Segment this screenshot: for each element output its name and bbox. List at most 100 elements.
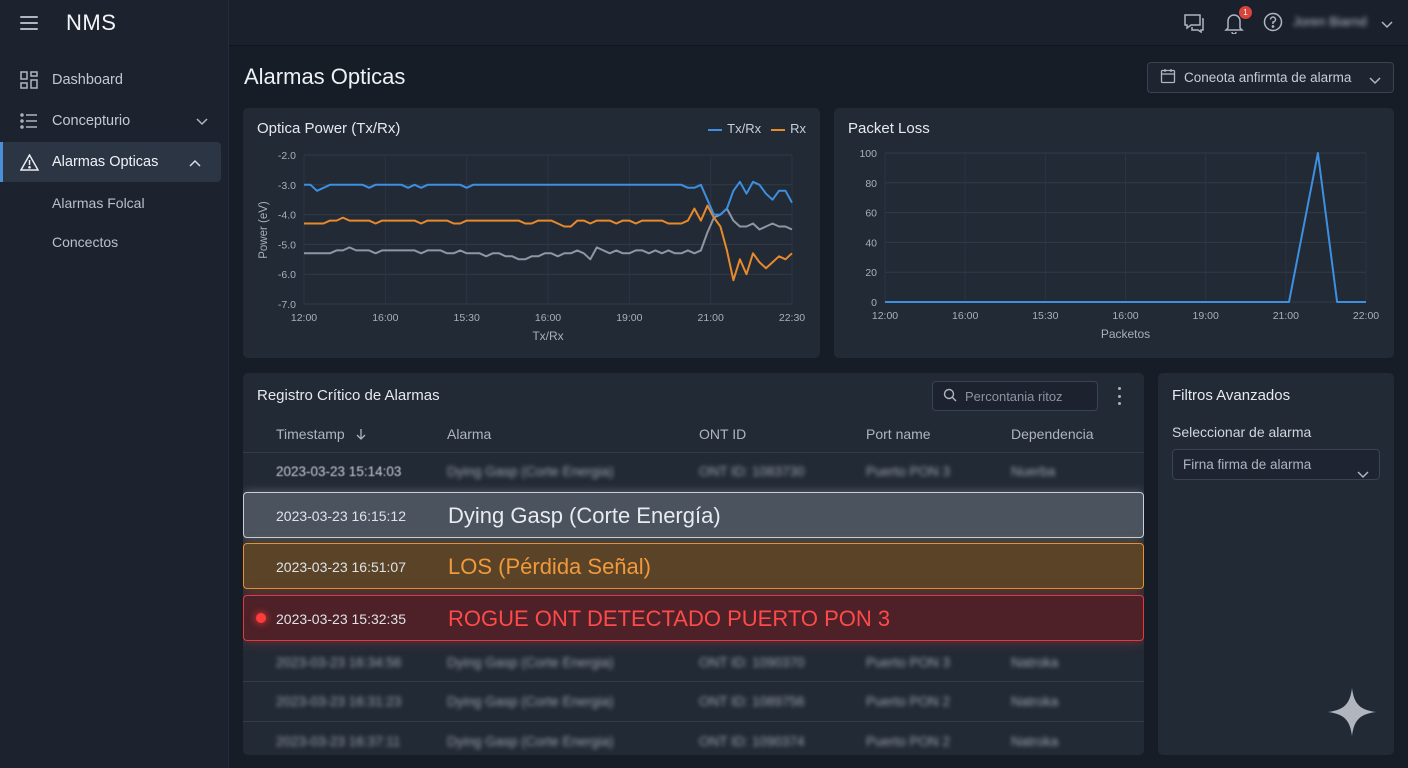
select-alarm-label: Seleccionar de alarma (1172, 424, 1312, 440)
chevron-up-icon (189, 155, 201, 171)
column-header-ont-id[interactable]: ONT ID (699, 426, 747, 442)
x-tick-label: 21:00 (1273, 310, 1299, 322)
notification-badge: 1 (1239, 6, 1252, 19)
y-tick-label: 0 (871, 297, 877, 309)
column-header-timestamp[interactable]: Timestamp (276, 426, 367, 442)
divider (243, 681, 1144, 682)
select-value: Firna firma de alarma (1183, 457, 1312, 472)
column-header-alarma[interactable]: Alarma (447, 426, 492, 442)
cell-port: Puerto PON 3 (866, 464, 951, 479)
sidebar-item-label: Dashboard (52, 72, 123, 88)
y-tick-label: -3.0 (278, 180, 296, 192)
divider (243, 452, 1144, 453)
x-tick-label: 16:00 (372, 312, 398, 324)
brand-row: NMS (0, 0, 228, 46)
cell-alarm: Dying Gasp (Corte Energia) (447, 655, 614, 670)
sidebar-item-alarmas-opticas[interactable]: Alarmas Opticas (0, 142, 221, 182)
x-tick-label: 16:00 (952, 310, 978, 322)
warning-icon (19, 152, 39, 172)
y-tick-label: 20 (865, 267, 877, 279)
x-tick-label: 22:00 (1353, 310, 1379, 322)
x-tick-label: 12:00 (872, 310, 898, 322)
sidebar-subitem-alarmas-folcal[interactable]: Alarmas Folcal (52, 194, 145, 211)
date-range-button[interactable]: Coneota anfirmta de alarma (1147, 62, 1394, 93)
sidebar-item-label: Concepturio (52, 113, 131, 129)
table-row[interactable]: 2023-03-23 16:34:56 Dying Gasp (Corte En… (243, 643, 1144, 682)
alarm-highlight-los[interactable]: 2023-03-23 16:51:07 LOS (Pérdida Señal) (243, 543, 1144, 589)
column-header-dependencia[interactable]: Dependencia (1011, 426, 1094, 442)
series-line (885, 152, 1366, 303)
y-tick-label: -6.0 (278, 269, 296, 281)
table-row[interactable]: 2023-03-23 15:14:03 Dying Gasp (Corte En… (243, 452, 1144, 491)
y-tick-label: -7.0 (278, 299, 296, 311)
series-line-rx (304, 204, 793, 282)
sparkle-icon[interactable] (1326, 686, 1378, 743)
y-tick-label: -4.0 (278, 210, 296, 222)
highlight-message: ROGUE ONT DETECTADO PUERTO PON 3 (448, 606, 891, 631)
legend-item-tx: Tx/Rx (708, 121, 761, 136)
cell-ont-id: ONT ID: 1090370 (699, 655, 805, 670)
cell-timestamp: 2023-03-23 16:34:56 (276, 655, 402, 670)
cell-ont-id: ONT ID: 1090374 (699, 734, 805, 749)
cell-timestamp: 2023-03-23 16:37:11 (276, 734, 401, 749)
cell-port: Puerto PON 3 (866, 655, 951, 670)
x-axis-label: Tx/Rx (532, 329, 563, 343)
help-icon[interactable] (1263, 12, 1285, 34)
y-tick-label: 100 (859, 148, 877, 160)
x-tick-label: 16:00 (1112, 310, 1138, 322)
search-box (932, 381, 1098, 411)
optical-power-chart: -2.0 -3.0 -4.0 -5.0 -6.0 -7.012:00 16:00 15:30 1… (258, 150, 805, 343)
y-axis-label: Power (eV) (258, 201, 270, 259)
series-line-tx-rx (304, 180, 793, 216)
x-tick-label: 21:00 (698, 312, 724, 324)
packet-loss-card: Packet Loss 100 80 60 40 20 0 12:00 16:00 15:30 1… (834, 108, 1394, 358)
sort-arrow-icon (356, 429, 366, 440)
search-icon (943, 388, 957, 405)
chevron-down-icon[interactable] (1381, 16, 1393, 34)
cell-dependencia: Natroka (1011, 734, 1059, 749)
chevron-down-icon (196, 114, 208, 130)
cell-timestamp: 2023-03-23 15:14:03 (276, 464, 402, 479)
chart-title: Packet Loss (848, 120, 930, 137)
series-line (304, 207, 793, 261)
table-row[interactable]: 2023-03-23 16:37:11 Dying Gasp (Corte En… (243, 722, 1144, 755)
alarm-highlight-dying-gasp[interactable]: 2023-03-23 16:15:12 Dying Gasp (Corte En… (243, 492, 1144, 538)
topbar: 1 Joren Biarnd (229, 0, 1408, 46)
chat-icon[interactable] (1183, 12, 1205, 34)
optical-power-card: Optica Power (Tx/Rx) Tx/Rx Rx -2.0 -3.0 -4… (243, 108, 820, 358)
sidebar-subitem-concectos[interactable]: Concectos (52, 233, 119, 250)
more-options-icon[interactable] (1115, 387, 1123, 405)
x-tick-label: 15:30 (1032, 310, 1058, 322)
cell-ont-id: ONT ID: 1083730 (699, 464, 805, 479)
sidebar-item-concepturio[interactable]: Concepturio (0, 101, 228, 141)
highlight-timestamp: 2023-03-23 16:51:07 (276, 559, 406, 575)
sidebar-item-dashboard[interactable]: Dashboard (0, 60, 228, 100)
menu-icon[interactable] (20, 16, 38, 30)
cell-port: Puerto PON 2 (866, 694, 951, 709)
cell-alarm: Dying Gasp (Corte Energia) (447, 464, 614, 479)
chart-legend: Tx/Rx Rx (708, 121, 806, 136)
x-tick-label: 19:00 (616, 312, 642, 324)
critical-indicator-icon (256, 613, 266, 623)
sidebar-item-label: Alarmas Opticas (52, 154, 159, 170)
dashboard-icon (19, 70, 39, 90)
x-tick-label: 22:30 (779, 312, 805, 324)
highlight-message: Dying Gasp (Corte Energía) (448, 503, 721, 528)
table-row[interactable]: 2023-03-23 16:31:23 Dying Gasp (Corte En… (243, 682, 1144, 721)
chart-title: Optica Power (Tx/Rx) (257, 120, 401, 137)
y-tick-label: 60 (865, 208, 877, 220)
alarm-log-card: Registro Crítico de Alarmas Timestamp Al… (243, 373, 1144, 755)
alarm-signature-select[interactable]: Firna firma de alarma (1172, 449, 1380, 480)
cell-ont-id: ONT ID: 1089756 (699, 694, 805, 709)
search-input[interactable] (965, 388, 1095, 404)
chevron-down-icon (1369, 73, 1381, 88)
user-name[interactable]: Joren Biarnd (1293, 14, 1367, 29)
cell-timestamp: 2023-03-23 16:31:23 (276, 694, 402, 709)
x-axis-label: Packetos (1101, 327, 1150, 341)
y-tick-label: 40 (865, 237, 877, 249)
advanced-filters-card: Filtros Avanzados Seleccionar de alarma … (1158, 373, 1394, 755)
bell-icon[interactable]: 1 (1224, 6, 1252, 35)
alarm-highlight-rogue-ont[interactable]: 2023-03-23 15:32:35 ROGUE ONT DETECTADO … (243, 595, 1144, 641)
x-tick-label: 19:00 (1193, 310, 1219, 322)
column-header-port-name[interactable]: Port name (866, 426, 931, 442)
